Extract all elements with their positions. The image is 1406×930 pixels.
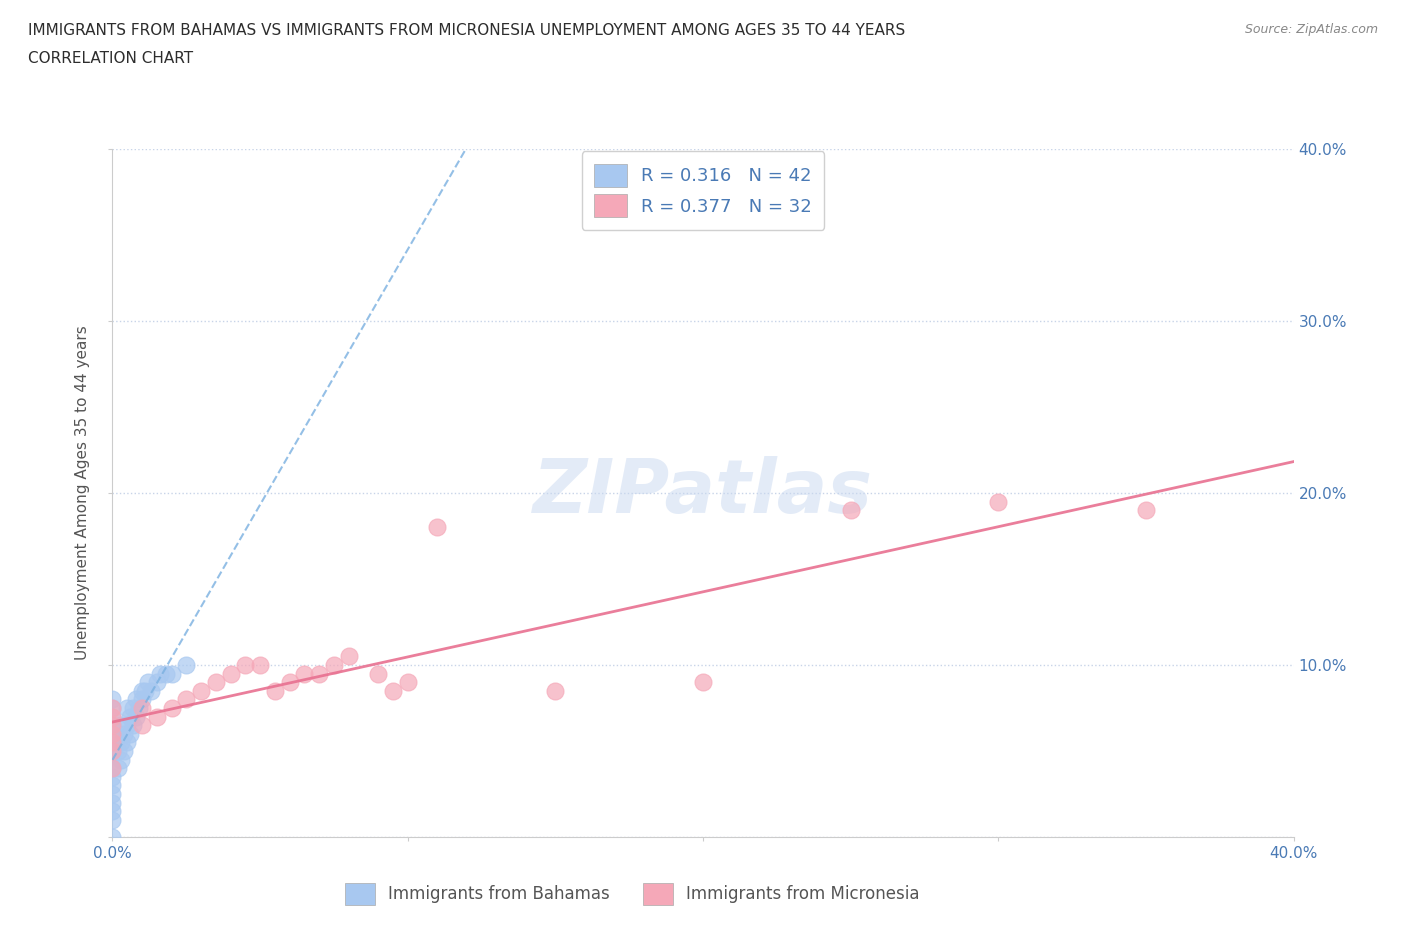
Point xyxy=(117,700,138,715)
Point xyxy=(101,718,124,733)
Point xyxy=(146,675,169,690)
Text: Source: ZipAtlas.com: Source: ZipAtlas.com xyxy=(1244,23,1378,36)
Point xyxy=(101,761,124,776)
Point xyxy=(149,666,172,681)
Point xyxy=(107,761,129,776)
Point xyxy=(367,666,389,681)
Point xyxy=(120,710,142,724)
Point xyxy=(107,744,129,759)
Point xyxy=(139,684,162,698)
Point xyxy=(101,718,124,733)
Y-axis label: Unemployment Among Ages 35 to 44 years: Unemployment Among Ages 35 to 44 years xyxy=(75,326,90,660)
Point xyxy=(174,658,197,672)
Text: IMMIGRANTS FROM BAHAMAS VS IMMIGRANTS FROM MICRONESIA UNEMPLOYMENT AMONG AGES 35: IMMIGRANTS FROM BAHAMAS VS IMMIGRANTS FR… xyxy=(28,23,905,38)
Point xyxy=(110,718,132,733)
Point xyxy=(544,684,567,698)
Point xyxy=(219,666,242,681)
Point xyxy=(101,710,124,724)
Point xyxy=(101,777,124,792)
Point xyxy=(101,795,124,810)
Point xyxy=(122,718,145,733)
Legend: Immigrants from Bahamas, Immigrants from Micronesia: Immigrants from Bahamas, Immigrants from… xyxy=(337,876,927,911)
Point xyxy=(396,675,419,690)
Point xyxy=(101,726,124,741)
Point xyxy=(190,684,212,698)
Point xyxy=(101,744,124,759)
Point xyxy=(125,710,148,724)
Point xyxy=(134,684,156,698)
Point xyxy=(278,675,301,690)
Point xyxy=(101,700,124,715)
Point xyxy=(382,684,405,698)
Point xyxy=(205,675,228,690)
Point xyxy=(101,726,124,741)
Point xyxy=(155,666,177,681)
Point xyxy=(131,684,153,698)
Point xyxy=(101,700,124,715)
Point xyxy=(101,804,124,818)
Point xyxy=(323,658,346,672)
Point xyxy=(101,813,124,828)
Point xyxy=(264,684,287,698)
Point xyxy=(101,735,124,750)
Point xyxy=(117,735,138,750)
Point xyxy=(120,726,142,741)
Point xyxy=(131,718,153,733)
Point xyxy=(128,700,150,715)
Point xyxy=(292,666,315,681)
Point xyxy=(117,718,138,733)
Point xyxy=(160,666,183,681)
Point xyxy=(146,710,169,724)
Point xyxy=(131,692,153,707)
Point xyxy=(426,520,449,535)
Point xyxy=(101,787,124,802)
Point xyxy=(112,726,135,741)
Text: ZIPatlas: ZIPatlas xyxy=(533,457,873,529)
Point xyxy=(110,752,132,767)
Point xyxy=(174,692,197,707)
Point xyxy=(1135,503,1157,518)
Point xyxy=(101,692,124,707)
Point xyxy=(131,700,153,715)
Point xyxy=(692,675,714,690)
Point xyxy=(337,649,360,664)
Point xyxy=(839,503,862,518)
Point xyxy=(249,658,271,672)
Point xyxy=(101,735,124,750)
Point xyxy=(101,769,124,784)
Point xyxy=(308,666,330,681)
Point xyxy=(110,735,132,750)
Point xyxy=(125,692,148,707)
Point xyxy=(136,675,159,690)
Point xyxy=(101,710,124,724)
Point xyxy=(233,658,256,672)
Point xyxy=(101,830,124,844)
Point xyxy=(112,744,135,759)
Point xyxy=(101,761,124,776)
Point xyxy=(987,494,1010,509)
Point xyxy=(122,700,145,715)
Point xyxy=(160,700,183,715)
Point xyxy=(101,744,124,759)
Text: CORRELATION CHART: CORRELATION CHART xyxy=(28,51,193,66)
